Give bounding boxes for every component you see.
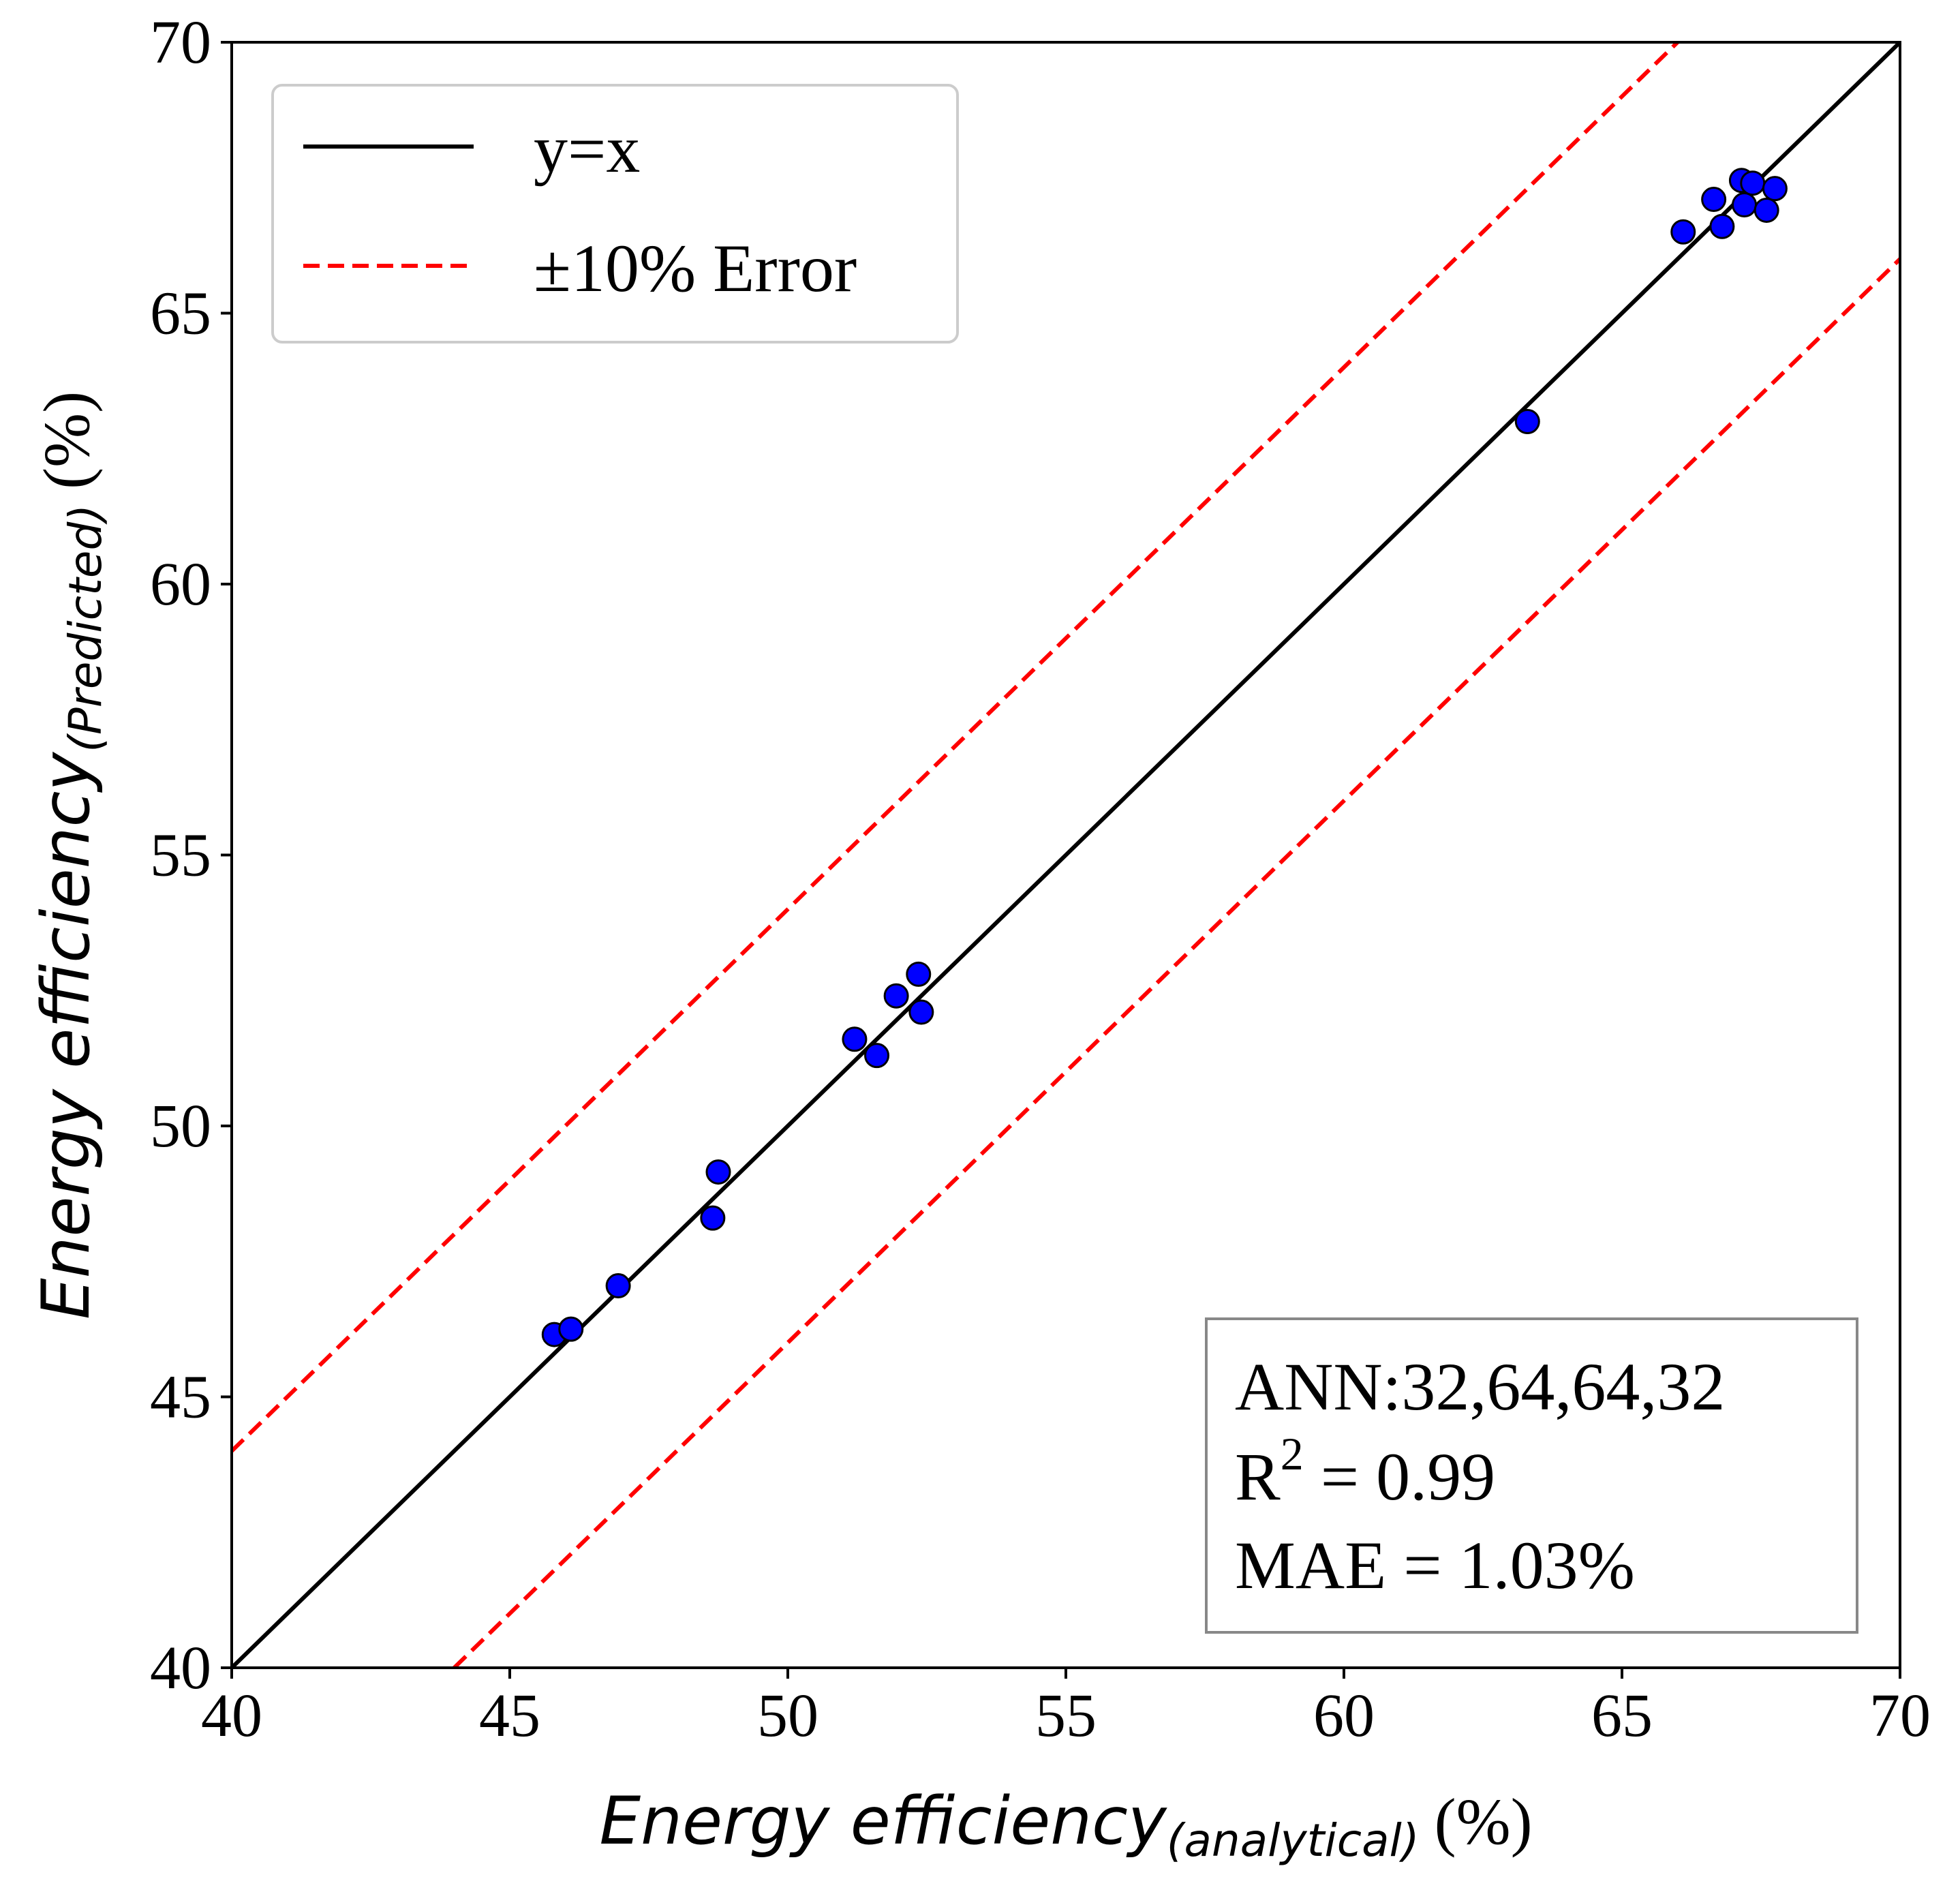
x-axis-ticks: 40 45 50 55 60 65 70 — [201, 1668, 1931, 1750]
data-point — [1732, 192, 1758, 217]
stats-box — [1205, 1317, 1858, 1634]
data-point — [906, 961, 932, 987]
y-tick-label: 50 — [150, 1093, 211, 1160]
stats-model: ANN:32,64,64,32 — [1235, 1349, 1725, 1424]
data-point — [908, 999, 934, 1025]
x-axis-title-unit: (%) — [1435, 1785, 1533, 1858]
stats-mae: MAE = 1.03% — [1235, 1527, 1635, 1603]
y-tick-label: 40 — [150, 1634, 211, 1702]
data-point — [864, 1043, 890, 1069]
data-point — [883, 983, 909, 1009]
y-axis-title-main: Energy efficiency — [28, 752, 104, 1319]
x-tick-label: 55 — [1035, 1682, 1097, 1750]
reference-lines — [230, 40, 1902, 1670]
legend: y=x ±10% Error — [271, 84, 959, 344]
data-point — [1754, 197, 1779, 223]
data-point — [1709, 213, 1735, 239]
data-point — [1514, 409, 1540, 434]
legend-label-error: ±10% Error — [534, 230, 857, 306]
data-points — [541, 168, 1788, 1347]
data-point — [842, 1026, 868, 1052]
y-tick-label: 65 — [150, 280, 211, 348]
x-tick-label: 50 — [757, 1682, 818, 1750]
data-point — [1701, 187, 1727, 213]
stats-annotation: ANN:32,64,64,32 R2 = 0.99 MAE = 1.03% — [1205, 1317, 1858, 1634]
y-axis-title: Energy efficiency(Predicted) (%) — [28, 391, 112, 1319]
y-tick-label: 55 — [150, 822, 211, 889]
x-tick-label: 45 — [479, 1682, 540, 1750]
data-point — [605, 1273, 631, 1299]
x-tick-label: 60 — [1313, 1682, 1375, 1750]
y-axis-title-unit: (%) — [30, 391, 103, 489]
y-tick-label: 70 — [150, 9, 211, 76]
y-axis-ticks: 40 45 50 55 60 65 70 — [150, 9, 232, 1702]
stats-r2-value: = 0.99 — [1304, 1439, 1495, 1514]
stats-r2-sup: 2 — [1281, 1428, 1304, 1480]
legend-label-identity: y=x — [534, 111, 640, 187]
x-tick-label: 70 — [1869, 1682, 1931, 1750]
y-tick-label: 45 — [150, 1364, 211, 1431]
data-point — [1762, 176, 1788, 202]
x-tick-label: 40 — [201, 1682, 262, 1750]
x-axis-title: Energy efficiency(analytical) (%) — [599, 1783, 1532, 1867]
lower-error-line — [453, 257, 1902, 1670]
upper-error-line — [230, 40, 1679, 1453]
y-tick-label: 60 — [150, 551, 211, 618]
data-point — [705, 1159, 731, 1185]
x-axis-title-main: Energy efficiency — [599, 1783, 1167, 1859]
x-tick-label: 65 — [1591, 1682, 1653, 1750]
y-axis-title-sub: (Predicted) — [59, 504, 112, 752]
stats-r2-prefix: R — [1235, 1439, 1281, 1514]
x-axis-title-sub: (analytical) — [1167, 1814, 1420, 1867]
data-point — [700, 1205, 726, 1231]
data-point — [1740, 170, 1766, 196]
identity-line — [230, 40, 1902, 1670]
data-point — [558, 1316, 584, 1342]
stats-r2: R2 = 0.99 — [1235, 1428, 1495, 1514]
data-point — [1670, 219, 1696, 245]
legend-box — [271, 84, 959, 344]
